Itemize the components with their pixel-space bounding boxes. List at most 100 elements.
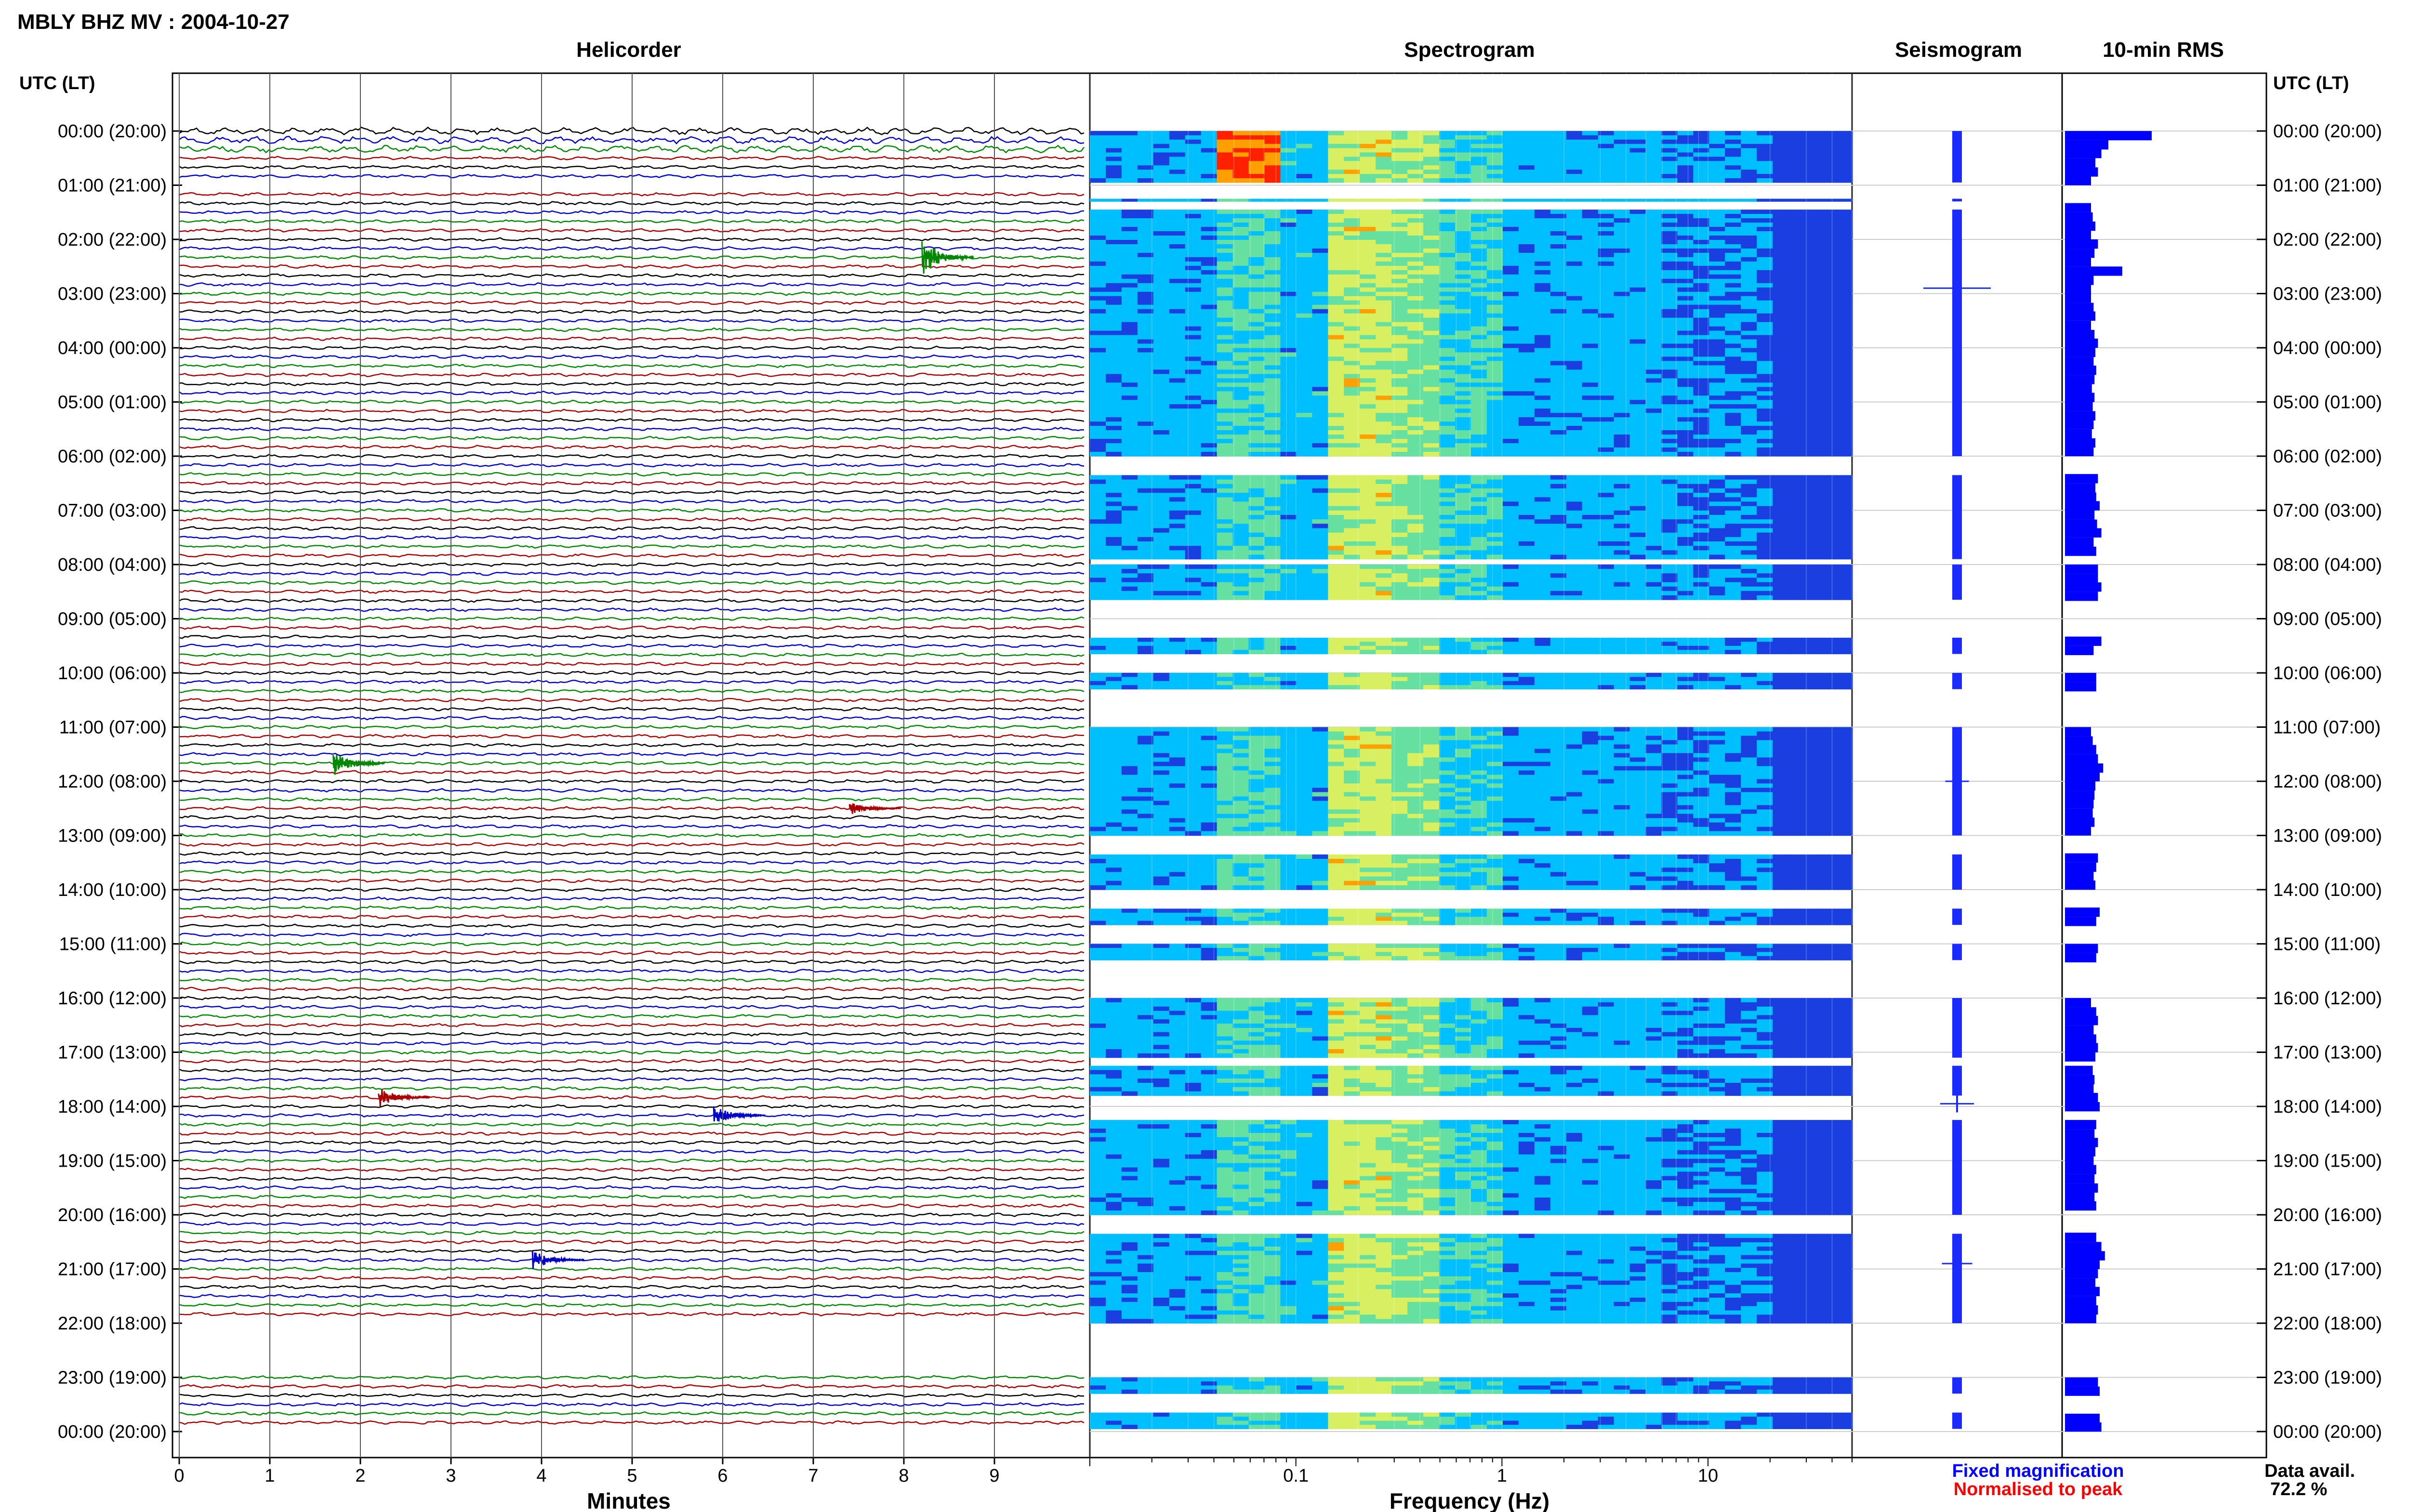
spectrogram-cell xyxy=(1773,135,1789,140)
spectrogram-cell xyxy=(1614,152,1630,157)
spectrogram-cell xyxy=(1376,178,1392,183)
spectrogram-cell xyxy=(1534,404,1551,409)
spectrogram-cell xyxy=(1201,546,1218,551)
spectrogram-cell xyxy=(1566,348,1583,353)
spectrogram-cell xyxy=(1757,287,1774,292)
spectrogram-cell xyxy=(1455,554,1471,560)
spectrogram-cell xyxy=(1629,484,1646,489)
spectrogram-cell xyxy=(1566,404,1583,409)
spectrogram-cell xyxy=(1582,139,1599,145)
spectrogram-cell xyxy=(1280,506,1297,511)
spectrogram-cell xyxy=(1439,387,1456,392)
spectrogram-cell xyxy=(1201,152,1218,157)
spectrogram-cell xyxy=(1376,240,1392,245)
spectrogram-cell xyxy=(1153,326,1170,331)
spectrogram-cell xyxy=(1376,546,1392,551)
spectrogram-cell xyxy=(1312,265,1329,271)
spectrogram-cell xyxy=(1598,515,1615,520)
spectrogram-cell xyxy=(1153,322,1170,327)
spectrogram-cell xyxy=(1757,374,1774,379)
spectrogram-cell xyxy=(1264,161,1281,166)
spectrogram-cell xyxy=(1185,361,1202,366)
spectrogram-cell xyxy=(1232,227,1249,232)
spectrogram-cell xyxy=(1788,261,1805,266)
spectrogram-cell xyxy=(1614,270,1630,275)
spectrogram-cell xyxy=(1391,287,1408,292)
spectrogram-cell xyxy=(1360,400,1377,405)
spectrogram-cell xyxy=(1629,287,1646,292)
spectrogram-cell xyxy=(1661,447,1678,452)
spectrogram-cell xyxy=(1407,497,1424,502)
spectrogram-cell xyxy=(1360,139,1377,145)
spectrogram-cell xyxy=(1773,300,1789,305)
spectrogram-cell xyxy=(1582,178,1599,183)
spectrogram-cell xyxy=(1376,395,1392,400)
spectrogram-cell xyxy=(1121,387,1138,392)
spectrogram-cell xyxy=(1645,309,1662,314)
spectrogram-cell xyxy=(1598,152,1615,157)
spectrogram-cell xyxy=(1201,395,1218,400)
spectrogram-cell xyxy=(1836,443,1853,448)
spectrogram-cell xyxy=(1248,326,1265,331)
spectrogram-cell xyxy=(1296,313,1313,318)
spectrogram-cell xyxy=(1296,296,1313,301)
spectrogram-cell xyxy=(1376,400,1392,405)
spectrogram-cell xyxy=(1709,148,1726,153)
spectrogram-cell xyxy=(1502,236,1519,240)
spectrogram-cell xyxy=(1661,493,1678,498)
spectrogram-cell xyxy=(1550,148,1567,153)
spectrogram-cell xyxy=(1725,430,1742,435)
spectrogram-cell xyxy=(1455,161,1471,166)
spectrogram-cell xyxy=(1232,484,1249,489)
spectrogram-cell xyxy=(1090,537,1106,542)
spectrogram-cell xyxy=(1773,475,1789,480)
spectrogram-cell xyxy=(1169,524,1186,529)
spectrogram-cell xyxy=(1280,265,1297,271)
spectrogram-cell xyxy=(1328,573,1345,578)
spectrogram-cell xyxy=(1629,291,1646,297)
spectrogram-cell xyxy=(1534,210,1551,214)
spectrogram-cell xyxy=(1106,356,1122,362)
spectrogram-cell xyxy=(1137,339,1154,344)
spectrogram-cell xyxy=(1455,569,1471,574)
spectrogram-cell xyxy=(1153,231,1170,236)
spectrogram-cell xyxy=(1788,546,1805,551)
spectrogram-cell xyxy=(1248,343,1265,349)
spectrogram-cell xyxy=(1153,348,1170,353)
spectrogram-cell xyxy=(1725,165,1742,170)
spectrogram-cell xyxy=(1344,475,1361,480)
spectrogram-cell xyxy=(1280,257,1297,262)
spectrogram-cell xyxy=(1629,537,1646,542)
spectrogram-cell xyxy=(1677,131,1694,136)
spectrogram-cell xyxy=(1582,501,1599,507)
spectrogram-cell xyxy=(1439,421,1456,426)
spectrogram-cell xyxy=(1709,475,1726,480)
spectrogram-cell xyxy=(1693,131,1710,136)
spectrogram-cell xyxy=(1518,214,1535,219)
spectrogram-cell xyxy=(1836,244,1853,249)
spectrogram-cell xyxy=(1296,443,1313,448)
spectrogram-cell xyxy=(1677,198,1694,202)
spectrogram-cell xyxy=(1518,131,1535,136)
spectrogram-cell xyxy=(1487,578,1503,583)
spectrogram-cell xyxy=(1232,400,1249,405)
spectrogram-cell xyxy=(1598,479,1615,485)
spectrogram-cell xyxy=(1471,330,1487,336)
spectrogram-cell xyxy=(1598,591,1615,596)
spectrogram-cell xyxy=(1264,291,1281,297)
spectrogram-cell xyxy=(1248,493,1265,498)
spectrogram-cell xyxy=(1566,326,1583,331)
spectrogram-cell xyxy=(1248,369,1265,374)
spectrogram-cell xyxy=(1693,426,1710,431)
spectrogram-cell xyxy=(1455,546,1471,551)
spectrogram-cell xyxy=(1328,131,1345,136)
spectrogram-cell xyxy=(1137,210,1154,214)
spectrogram-cell xyxy=(1121,506,1138,511)
spectrogram-cell xyxy=(1185,287,1202,292)
spectrogram-cell xyxy=(1629,236,1646,240)
spectrogram-cell xyxy=(1312,524,1329,529)
spectrogram-cell xyxy=(1121,139,1138,145)
spectrogram-cell xyxy=(1645,223,1662,227)
spectrogram-cell xyxy=(1344,554,1361,560)
spectrogram-cell xyxy=(1217,144,1233,149)
